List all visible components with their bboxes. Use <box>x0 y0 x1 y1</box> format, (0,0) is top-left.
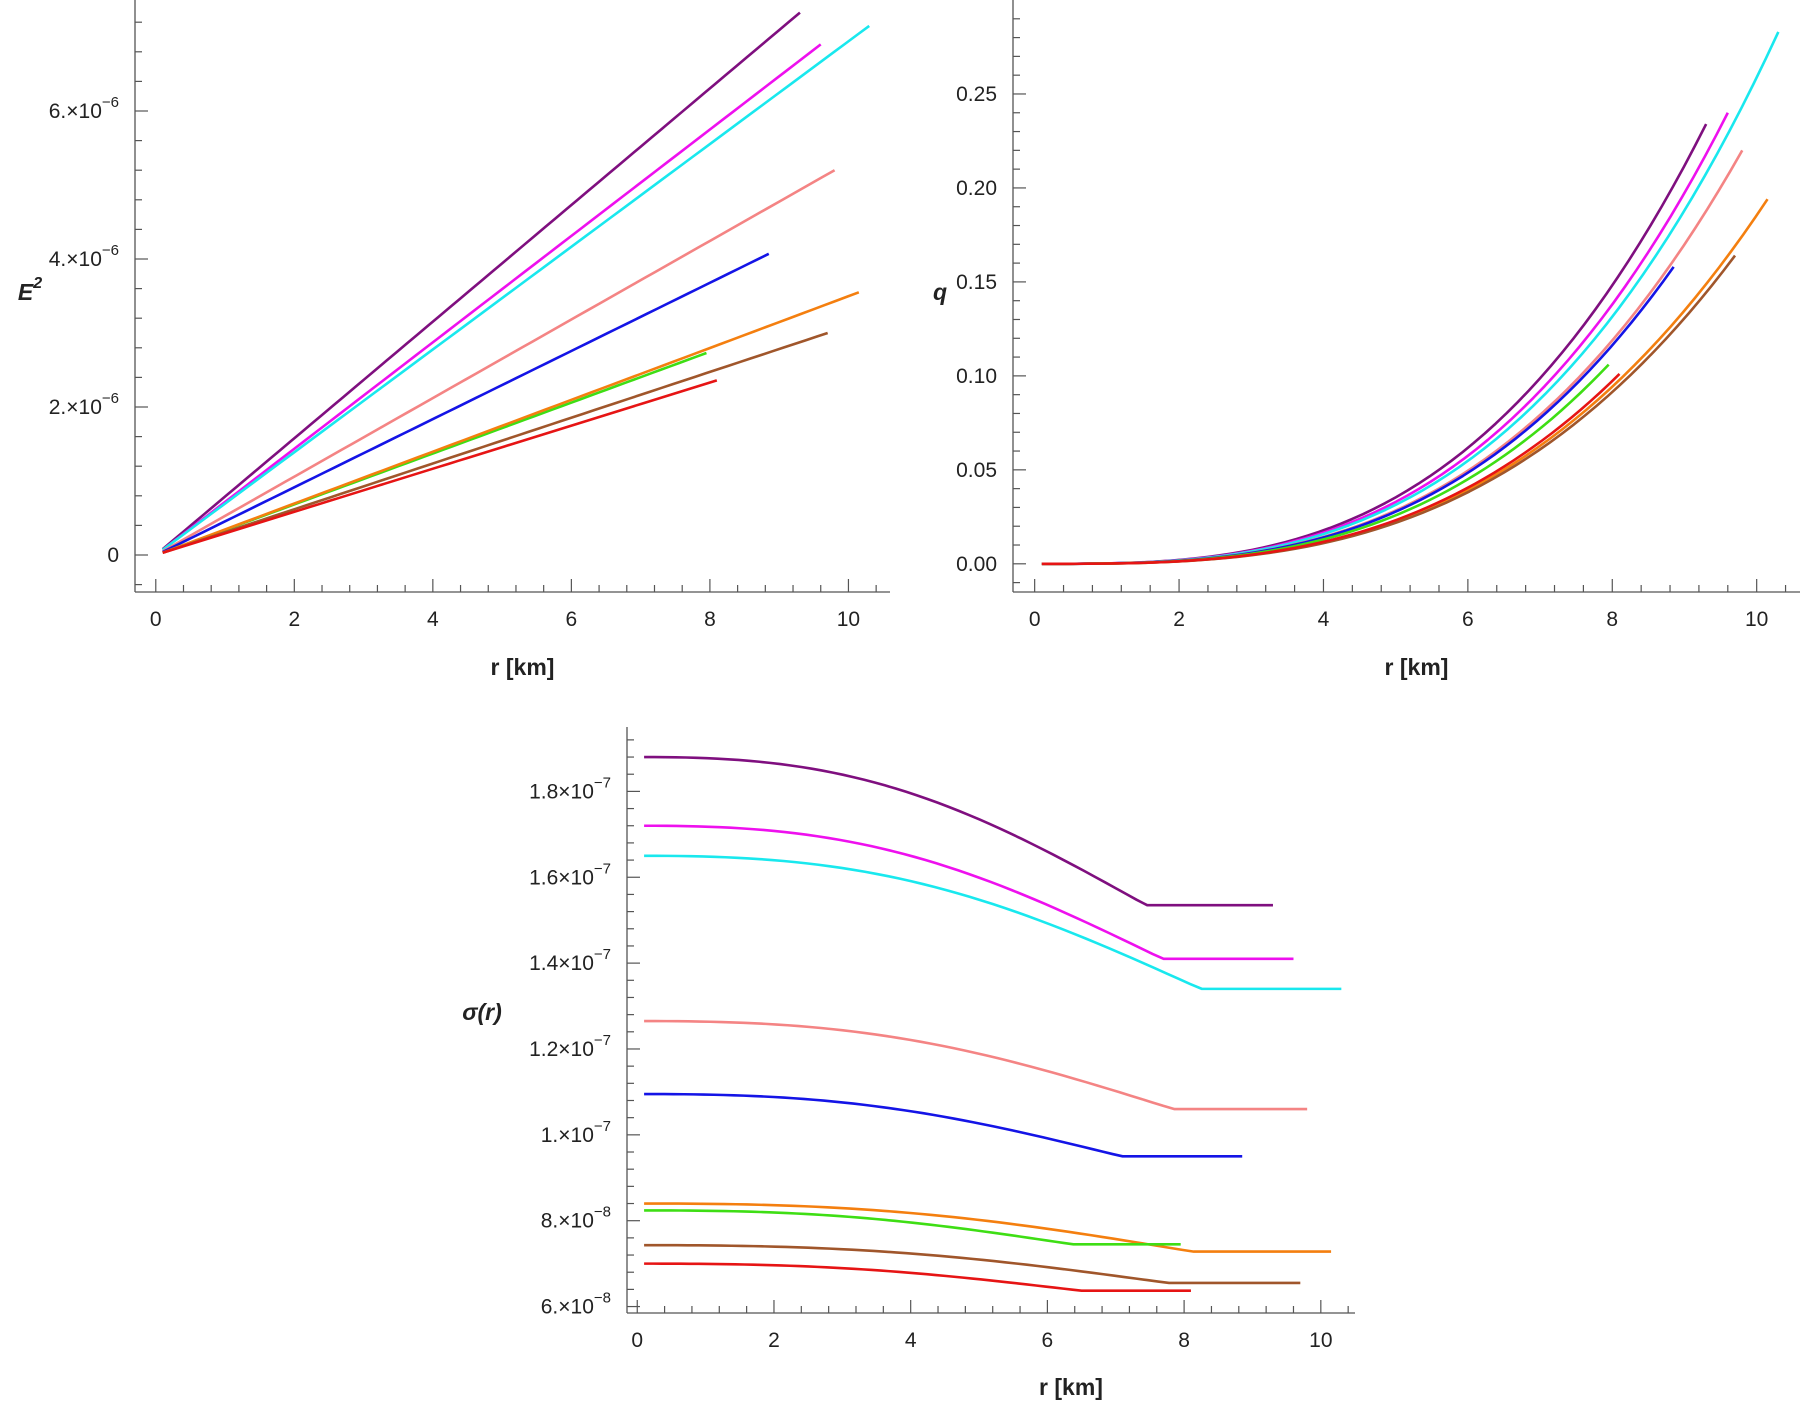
series-line-blue <box>644 1092 1243 1158</box>
x-tick-label: 8 <box>1178 1329 1190 1352</box>
y-axis-title: q <box>933 279 947 305</box>
series-line-magenta <box>644 824 1294 961</box>
series-line-red <box>162 379 718 555</box>
series-line-red <box>644 1262 1191 1292</box>
x-axis-title: r [km] <box>1385 654 1449 680</box>
x-tick-label: 10 <box>1745 608 1768 631</box>
x-tick-label: 4 <box>905 1329 917 1352</box>
series-line-purple <box>644 755 1273 907</box>
series-line-orange <box>644 1202 1332 1253</box>
x-tick-label: 0 <box>1029 608 1041 631</box>
y-tick-label: 6.×10−6 <box>49 94 119 123</box>
y-tick-label: 0 <box>107 544 119 567</box>
x-tick-label: 8 <box>704 608 716 631</box>
series-line-blue <box>162 252 770 554</box>
x-tick-label: 0 <box>631 1329 643 1352</box>
series-line-red <box>1041 373 1621 566</box>
y-tick-label: 1.2×10−7 <box>529 1032 611 1061</box>
series-line-purple <box>1041 123 1708 566</box>
series-line-magenta <box>1041 112 1729 566</box>
y-tick-label: 0.05 <box>956 459 997 482</box>
y-tick-label: 0.00 <box>956 553 997 576</box>
x-tick-label: 6 <box>1462 608 1474 631</box>
x-tick-label: 2 <box>288 608 300 631</box>
series-line-cyan <box>644 854 1342 991</box>
x-tick-label: 10 <box>837 608 860 631</box>
x-tick-label: 2 <box>768 1329 780 1352</box>
series-line-orange <box>162 291 860 554</box>
y-tick-label: 8.×10−8 <box>541 1204 611 1233</box>
series-line-brown <box>644 1243 1301 1285</box>
y-tick-label: 1.4×10−7 <box>529 946 611 975</box>
y-tick-label: 4.×10−6 <box>49 242 119 271</box>
plot-surface-charge-density: 0 2 4 6 8 10 6.×10−8 8.×10−8 1.×10−7 1.2×10−7 1.4×… <box>462 727 1355 1400</box>
series-line-cyan <box>161 24 870 551</box>
y-tick-label: 1.6×10−7 <box>529 860 611 889</box>
x-tick-label: 10 <box>1309 1329 1332 1352</box>
x-tick-label: 0 <box>150 608 162 631</box>
series-line-orange <box>1041 198 1769 566</box>
x-tick-label: 8 <box>1606 608 1618 631</box>
y-tick-label: 1.×10−7 <box>541 1118 611 1147</box>
series-line-purple <box>161 11 801 551</box>
y-tick-label: 1.8×10−7 <box>529 774 611 803</box>
y-tick-label: 6.×10−8 <box>541 1290 611 1319</box>
series-line-salmon <box>644 1019 1308 1111</box>
y-tick-label: 0.20 <box>956 177 997 200</box>
series-line-brown <box>162 331 829 555</box>
series-line-green <box>644 1209 1181 1246</box>
series-line-salmon <box>162 169 836 553</box>
x-tick-label: 6 <box>1042 1329 1054 1352</box>
y-axis-title: E2 <box>18 275 42 305</box>
series-line-magenta <box>161 43 822 551</box>
x-tick-label: 4 <box>1318 608 1330 631</box>
x-tick-label: 2 <box>1173 608 1185 631</box>
series-line-salmon <box>1041 149 1744 566</box>
y-tick-label: 2.×10−6 <box>49 390 119 419</box>
y-axis-title: σ(r) <box>462 999 502 1025</box>
x-tick-label: 6 <box>566 608 578 631</box>
x-tick-label: 4 <box>427 608 439 631</box>
y-tick-label: 0.15 <box>956 271 997 294</box>
x-axis-title: r [km] <box>491 654 555 680</box>
y-tick-label: 0.10 <box>956 365 997 388</box>
series-line-cyan <box>1041 31 1780 566</box>
y-tick-label: 0.25 <box>956 83 997 106</box>
plot-charge: 0 2 4 6 8 10 0.00 0.05 0.10 0.15 0.20 0.25 r [km] q <box>933 0 1800 680</box>
plot-electric-field: 0 2 4 6 8 10 0 2.×10−6 4.×10−6 6.×10−6 r [km] E2 <box>18 0 890 680</box>
x-axis-title: r [km] <box>1039 1374 1103 1400</box>
